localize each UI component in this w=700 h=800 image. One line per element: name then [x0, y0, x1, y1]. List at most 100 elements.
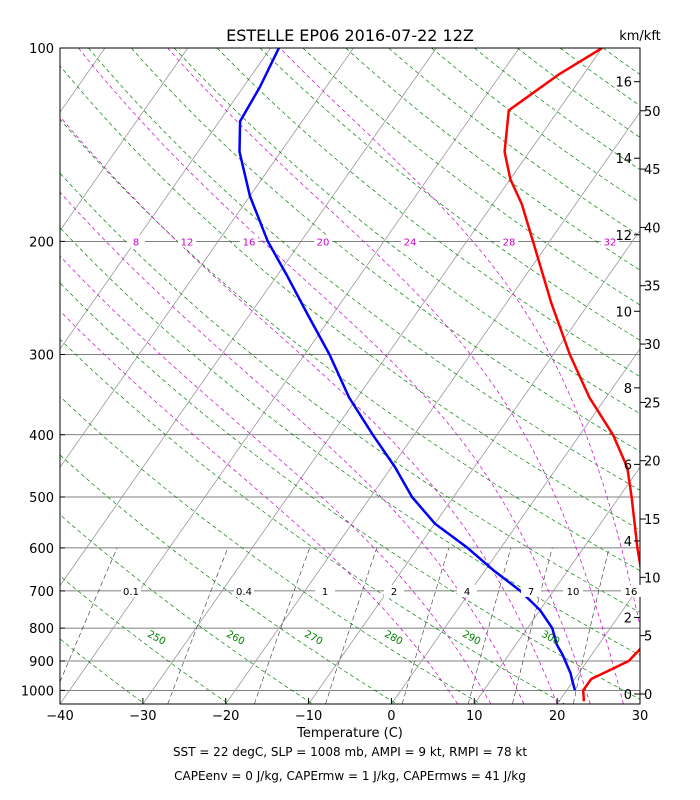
mixing-ratio-label: 0.1: [123, 587, 139, 598]
mixing-ratio-label: 2: [391, 587, 397, 598]
isotherm-line: [142, 48, 603, 704]
isotherm-line: [391, 348, 640, 704]
kft-tick-label: 40: [644, 221, 661, 236]
mixing-ratio-label: 1: [322, 587, 328, 598]
moist-adiabat-label: 8: [133, 237, 139, 248]
x-tick-label: −30: [129, 709, 156, 724]
moist-adiabat-line: [167, 48, 624, 704]
x-tick-label: −10: [295, 709, 322, 724]
moist-adiabat-label: 32: [604, 237, 617, 248]
mixing-ratio-label: 10: [567, 587, 580, 598]
plot-frame: [59, 47, 641, 705]
moist-adiabat-label: 24: [404, 237, 417, 248]
mixing-ratio-line: [325, 547, 378, 704]
pressure-tick-label: 800: [29, 622, 54, 637]
km-tick-label: 6: [624, 458, 632, 473]
kft-tick-label: 5: [644, 630, 652, 645]
dry-adiabat-line: [60, 65, 640, 531]
moist-adiabat-line: [78, 48, 591, 704]
x-axis-label: Temperature (C): [296, 726, 403, 741]
mixing-ratio-line: [467, 547, 512, 704]
dry-adiabat-line: [60, 575, 229, 704]
x-tick-label: 10: [466, 709, 483, 724]
km-tick-label: 14: [615, 152, 632, 167]
moist-adiabat-label: 28: [503, 237, 516, 248]
moist-adiabat-label: 12: [181, 237, 194, 248]
pressure-tick-label: 500: [29, 491, 54, 506]
skewt-chart: ESTELLE EP06 2016-07-22 12Z km/kft Tempe…: [21, 26, 661, 741]
mixing-ratio-line: [401, 547, 450, 704]
dry-adiabat-label: 260: [224, 629, 246, 648]
dry-adiabat-label: 280: [382, 629, 404, 648]
pressure-tick-label: 400: [29, 429, 54, 444]
dry-adiabat-line: [60, 172, 640, 613]
mixing-ratio-line: [167, 547, 229, 704]
mixing-ratio-label: 16: [625, 587, 638, 598]
mixing-ratio-line: [512, 547, 553, 704]
km-tick-label: 4: [624, 535, 632, 550]
mixing-ratio-label: 7: [528, 587, 534, 598]
moist-adiabat-line: [60, 255, 492, 704]
isotherm-line: [60, 48, 520, 704]
pressure-tick-label: 100: [29, 42, 54, 57]
km-tick-label: 12: [615, 229, 632, 244]
dewpoint-profile: [238, 48, 577, 691]
isotherm-line: [225, 111, 640, 704]
pressure-tick-label: 300: [29, 348, 54, 363]
km-tick-label: 10: [615, 305, 632, 320]
isotherm-line: [639, 703, 640, 704]
moist-adiabat-label: 20: [317, 237, 330, 248]
pressure-tick-label: 700: [29, 585, 54, 600]
kft-tick-label: 10: [644, 571, 661, 586]
pressure-tick-label: 200: [29, 235, 54, 250]
moist-adiabat-line: [279, 48, 640, 628]
kft-tick-label: 20: [644, 455, 661, 470]
km-tick-label: 16: [615, 76, 632, 91]
dry-adiabat-line: [60, 638, 145, 704]
pressure-tick-label: 1000: [21, 684, 54, 699]
dry-adiabat-line: [60, 338, 565, 704]
dry-adiabat-line: [388, 48, 640, 237]
caption-cape: CAPEenv = 0 J/kg, CAPErmw = 1 J/kg, CAPE…: [174, 769, 526, 783]
dry-adiabat-line: [559, 48, 640, 107]
dry-adiabat-line: [60, 703, 61, 704]
mixing-ratio-line: [60, 547, 118, 683]
moist-adiabat-line: [60, 310, 458, 704]
plot-area: [60, 48, 640, 704]
pressure-tick-label: 600: [29, 542, 54, 557]
isotherm-line: [60, 48, 189, 232]
temperature-profile: [503, 48, 640, 702]
dry-adiabat-label: 270: [302, 629, 324, 648]
right-axis-title: km/kft: [619, 29, 661, 44]
isotherm-line: [473, 466, 640, 704]
moist-adiabat-line: [60, 191, 525, 704]
kft-tick-label: 45: [644, 163, 661, 178]
isotherm-line: [60, 48, 354, 468]
kft-tick-label: 25: [644, 396, 661, 411]
x-tick-label: 0: [387, 709, 395, 724]
kft-tick-label: 0: [644, 688, 652, 703]
dry-adiabat-line: [259, 48, 640, 341]
mixing-ratio-line: [572, 547, 610, 704]
isotherm-line: [60, 48, 271, 350]
dry-adiabat-label: 290: [460, 629, 482, 648]
moist-adiabat-line: [60, 115, 558, 704]
dry-adiabat-line: [602, 48, 640, 75]
x-tick-label: −20: [212, 709, 239, 724]
mixing-ratio-label: 0.4: [236, 587, 252, 598]
kft-tick-label: 35: [644, 280, 661, 295]
kft-tick-label: 50: [644, 105, 661, 120]
kft-tick-label: 15: [644, 513, 661, 528]
isotherm-line: [60, 48, 437, 587]
km-tick-label: 8: [624, 382, 632, 397]
dry-adiabat-line: [431, 48, 640, 203]
dry-adiabat-line: [517, 48, 640, 138]
pressure-tick-label: 900: [29, 655, 54, 670]
dry-adiabat-line: [173, 48, 640, 415]
dry-adiabat-line: [345, 48, 640, 271]
dry-adiabat-label: 250: [145, 629, 167, 648]
km-tick-label: 0: [624, 688, 632, 703]
moist-adiabat-label: 16: [243, 237, 256, 248]
kft-tick-label: 30: [644, 338, 661, 353]
dry-adiabat-line: [216, 48, 640, 378]
